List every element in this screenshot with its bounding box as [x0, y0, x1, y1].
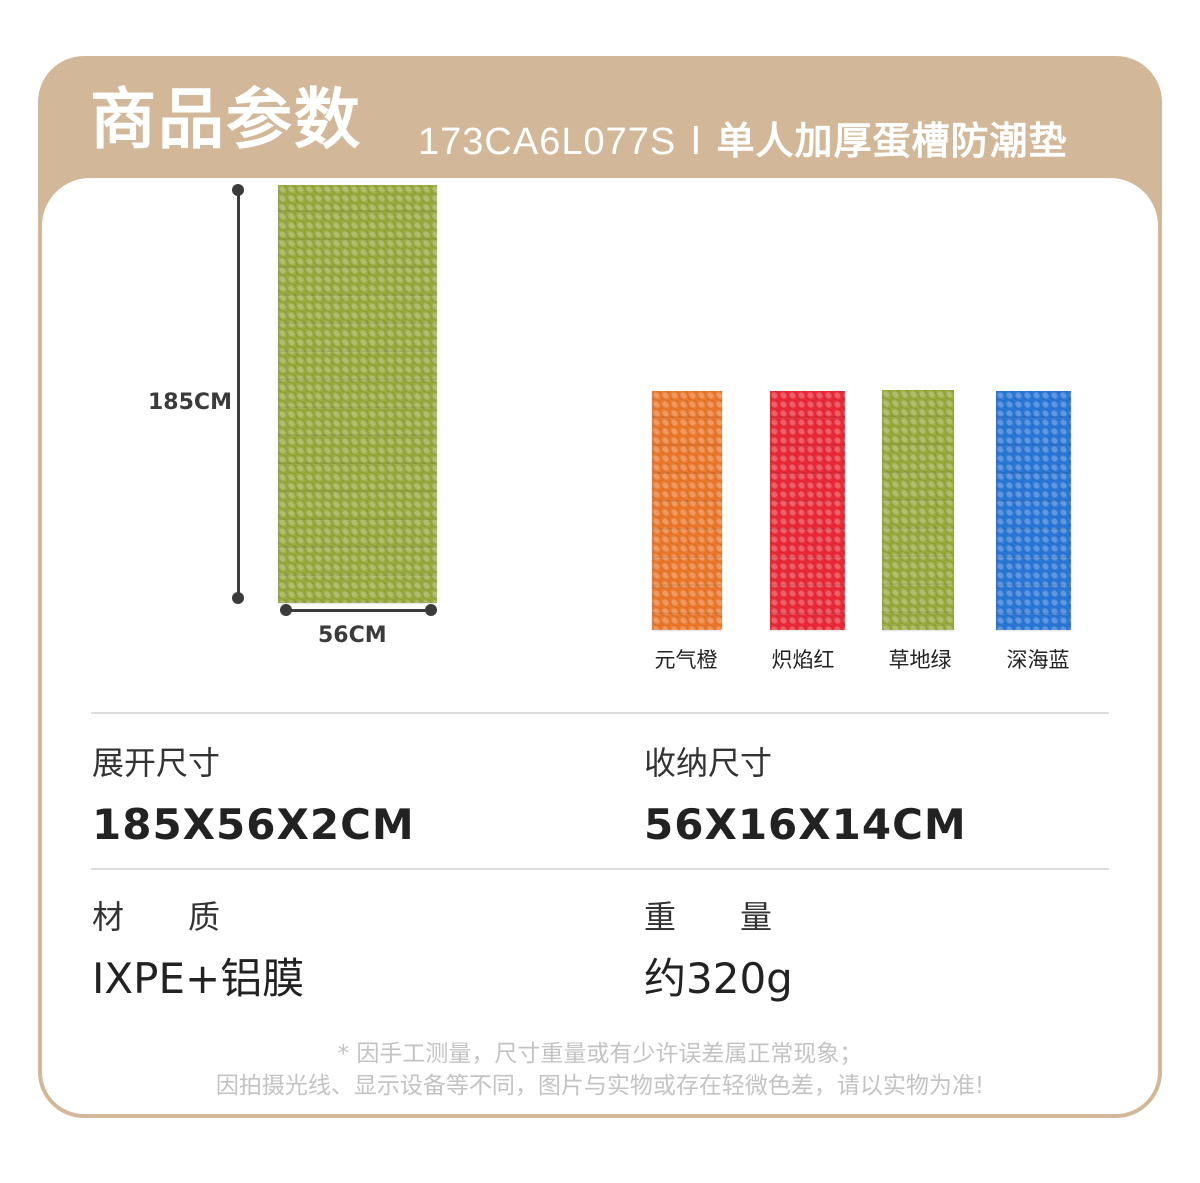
- material-value: IXPE+铝膜: [92, 954, 305, 1003]
- length-dimension-dot-top: [232, 184, 244, 196]
- product-name: 单人加厚蛋槽防潮垫: [716, 119, 1068, 163]
- model-number: 173CA6L077S: [418, 121, 677, 163]
- disclaimer-line-1: * 因手工测量，尺寸重量或有少许误差属正常现象；: [337, 1041, 863, 1067]
- color-label-orange: 元气橙: [654, 648, 718, 672]
- fold-size-value: 56X16X14CM: [644, 800, 967, 849]
- card-body: [42, 178, 1158, 1114]
- divider-middle: [91, 868, 1109, 870]
- divider-top: [91, 712, 1109, 714]
- title-separator: I: [690, 119, 703, 163]
- length-label: 185CM: [148, 390, 232, 415]
- color-swatch-orange[interactable]: [652, 391, 722, 630]
- length-dimension-dot-bottom: [232, 592, 244, 604]
- width-dimension-dot-left: [280, 604, 292, 616]
- color-swatch-green[interactable]: [882, 390, 954, 630]
- width-label: 56CM: [318, 623, 387, 648]
- fold-size-label: 收纳尺寸: [644, 744, 773, 782]
- material-label: 材 质: [92, 898, 221, 936]
- product-subtitle: 173CA6L077S I 单人加厚蛋槽防潮垫: [418, 116, 1067, 167]
- weight-label: 重 量: [644, 898, 773, 936]
- mat-dimension-image: [278, 185, 437, 603]
- width-dimension-line: [286, 609, 432, 612]
- parameter-card: [38, 56, 1162, 1118]
- color-swatch-red[interactable]: [770, 391, 845, 630]
- length-dimension-line: [237, 190, 240, 598]
- unfold-size-label: 展开尺寸: [92, 744, 221, 782]
- disclaimer-line-2: 因拍摄光线、显示设备等不同，图片与实物或存在轻微色差，请以实物为准!: [215, 1073, 985, 1099]
- color-label-blue: 深海蓝: [1006, 648, 1070, 672]
- unfold-size-value: 185X56X2CM: [92, 800, 415, 849]
- width-dimension-dot-right: [425, 604, 437, 616]
- weight-value: 约320g: [644, 954, 793, 1003]
- color-swatch-blue[interactable]: [996, 391, 1071, 630]
- color-label-red: 炽焰红: [771, 648, 835, 672]
- page-title: 商品参数: [90, 81, 362, 158]
- color-label-green: 草地绿: [888, 648, 952, 672]
